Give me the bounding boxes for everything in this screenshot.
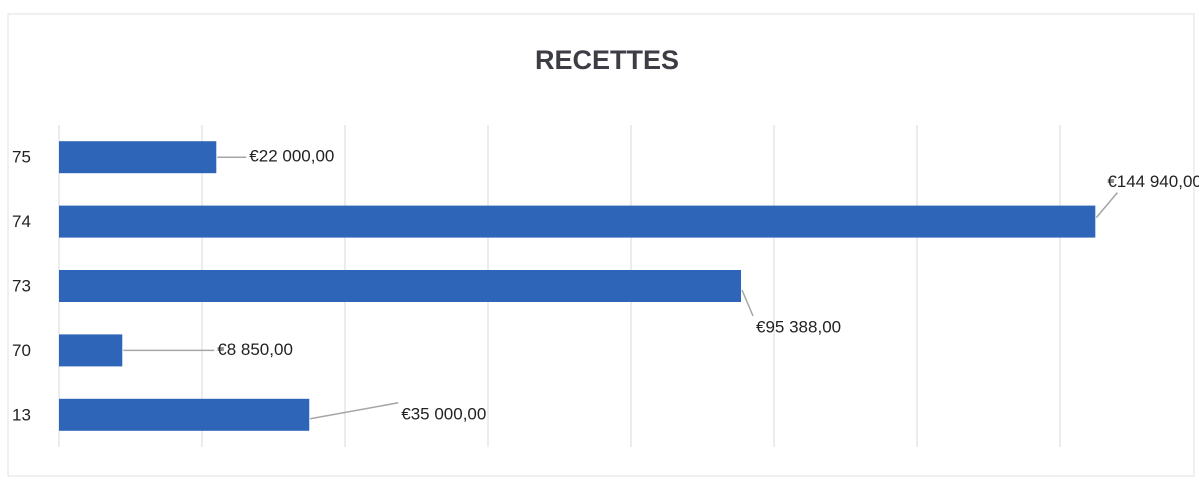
bar [59, 205, 1096, 238]
data-label: €22 000,00 [249, 147, 334, 166]
y-tick-label: 75 [12, 148, 31, 167]
bar [59, 334, 123, 367]
y-tick-label: 70 [12, 341, 31, 360]
chart-title: RECETTES [535, 45, 679, 75]
bar [59, 141, 217, 174]
chart-frame [7, 13, 1195, 477]
bar [59, 398, 310, 431]
data-label: €8 850,00 [217, 340, 293, 359]
y-tick-label: 73 [12, 276, 31, 295]
y-tick-label: 13 [12, 405, 31, 424]
bar [59, 270, 742, 302]
leader-line [741, 289, 754, 317]
leader-line [1095, 192, 1118, 219]
data-label: €144 940,00 [1107, 172, 1199, 191]
data-label: €95 388,00 [756, 317, 841, 336]
y-tick-label: 74 [12, 212, 31, 231]
data-label: €35 000,00 [401, 404, 486, 423]
leader-line [310, 402, 399, 420]
